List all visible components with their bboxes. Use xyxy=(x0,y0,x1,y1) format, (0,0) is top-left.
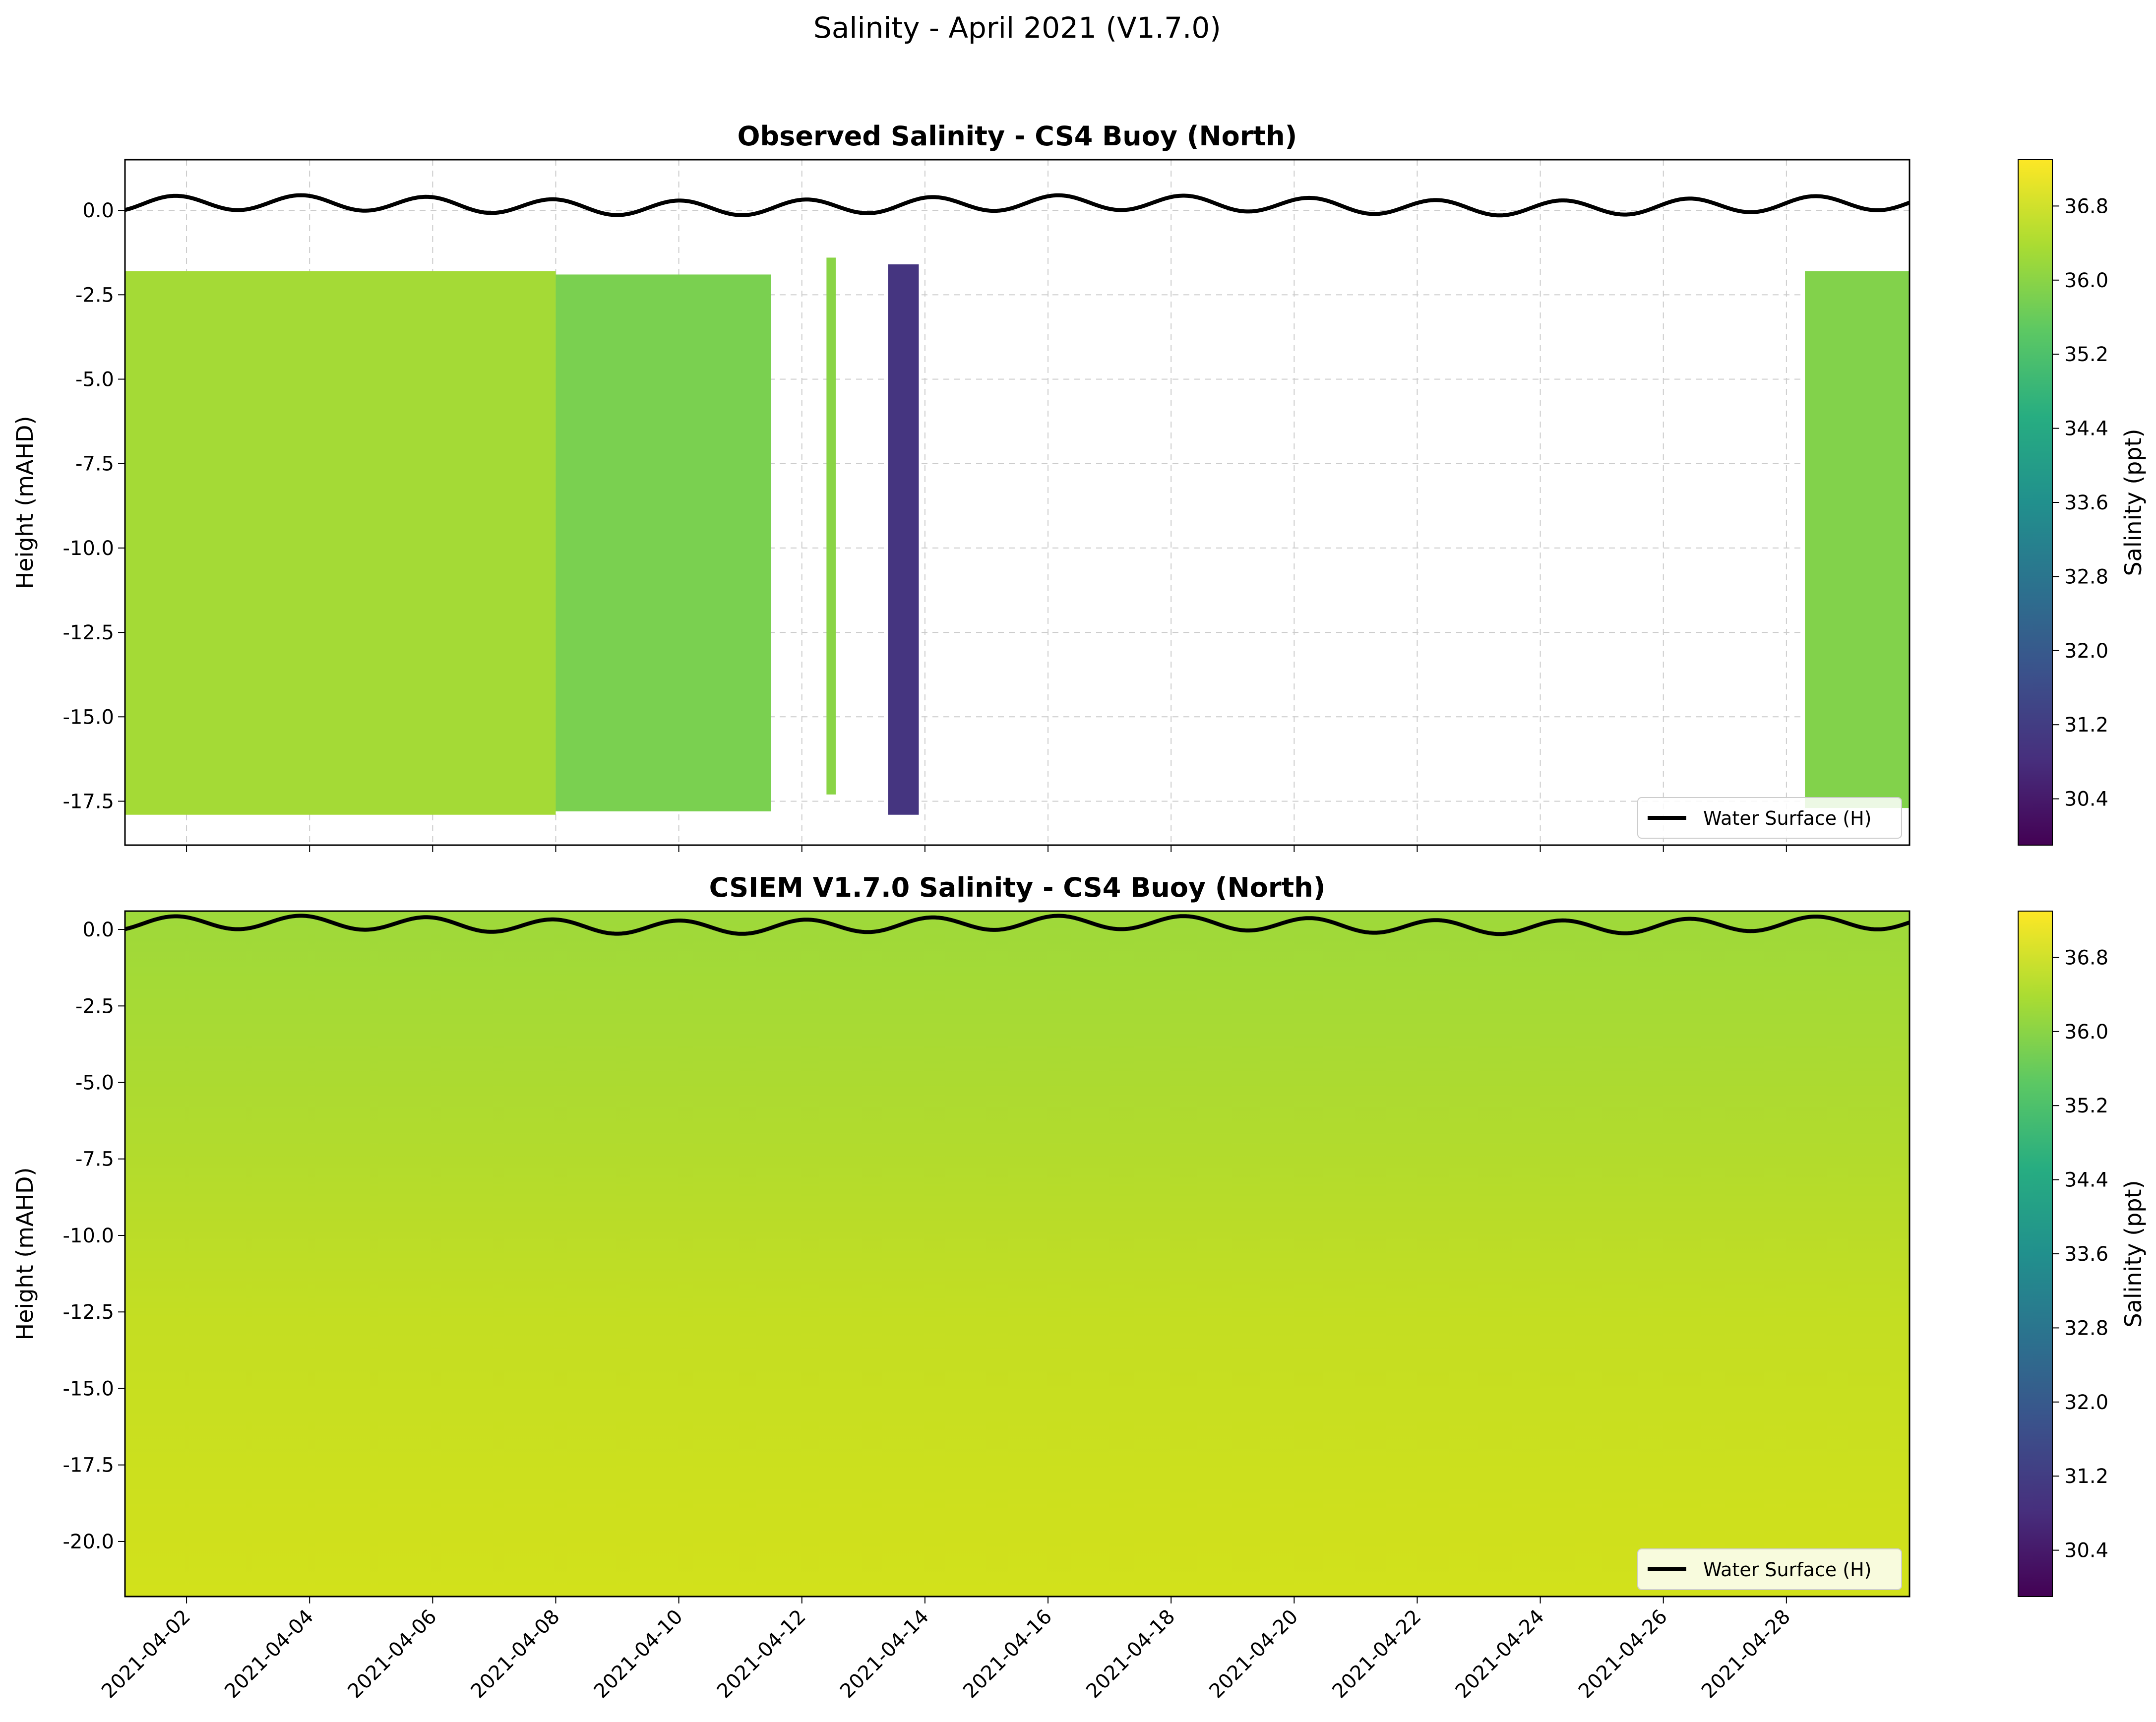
colorbar-tick-label: 36.0 xyxy=(2064,269,2108,292)
observed-axes-frame xyxy=(124,159,1910,846)
model-y-tick-label: -7.5 xyxy=(75,1148,114,1171)
model-x-tick-label: 2021-04-24 xyxy=(1451,1605,1549,1703)
colorbar-tick-label: 33.6 xyxy=(2064,492,2108,514)
colorbar-tick-label: 32.0 xyxy=(2064,640,2108,663)
model-legend: Water Surface (H) xyxy=(1637,1548,1902,1590)
colorbar-tick-label: 30.4 xyxy=(2064,1539,2108,1562)
model-legend-box xyxy=(1637,1548,1902,1590)
model-x-tick-label: 2021-04-20 xyxy=(1205,1605,1302,1703)
model-y-tick-label: -10.0 xyxy=(63,1225,115,1247)
observed-y-axis-label: Height (mAHD) xyxy=(11,416,38,589)
observed-surface-line xyxy=(125,193,1910,218)
colorbar-tick-label: 31.2 xyxy=(2064,714,2108,737)
model-x-tick-label: 2021-04-12 xyxy=(713,1605,810,1703)
observed-legend: Water Surface (H) xyxy=(1637,797,1902,839)
observed-salinity-segment xyxy=(125,271,556,815)
model-panel: CSIEM V1.7.0 Salinity - CS4 Buoy (North)… xyxy=(11,872,2147,1703)
model-data xyxy=(125,911,1910,1597)
colorbar-tick-label: 35.2 xyxy=(2064,343,2108,366)
colorbar-tick-label: 35.2 xyxy=(2064,1095,2108,1117)
observed-panel-title: Observed Salinity - CS4 Buoy (North) xyxy=(738,121,1297,152)
model-panel-title: CSIEM V1.7.0 Salinity - CS4 Buoy (North) xyxy=(709,872,1326,903)
colorbar-tick-label: 33.6 xyxy=(2064,1243,2108,1266)
model-x-tick-label: 2021-04-22 xyxy=(1328,1605,1426,1703)
model-y-tick-label: -12.5 xyxy=(63,1301,115,1324)
model-salinity-field xyxy=(125,911,1910,1597)
model-x-ticks: 2021-04-02 2021-04-04 2021-04-06 2021-04-08… xyxy=(97,1597,1795,1703)
model-y-tick-label: -2.5 xyxy=(75,995,114,1018)
figure-title: Salinity - April 2021 (V1.7.0) xyxy=(813,11,1221,45)
observed-colorbar-ticks: 30.4 31.2 32.0 32.8 33.6 34.4 35.2 36.0 36.8 xyxy=(2052,195,2108,811)
model-colorbar-label: Salinity (ppt) xyxy=(2120,1180,2147,1327)
observed-y-tick-label: -2.5 xyxy=(75,284,114,307)
observed-legend-label: Water Surface (H) xyxy=(1703,807,1871,829)
model-colorbar: 30.4 31.2 32.0 32.8 33.6 34.4 35.2 36.0 36.8 Sal… xyxy=(2018,911,2147,1597)
observed-y-tick-label: 0.0 xyxy=(82,199,114,222)
colorbar-tick-label: 32.8 xyxy=(2064,565,2108,588)
observed-salinity-segment xyxy=(888,264,919,815)
model-x-tick-label: 2021-04-10 xyxy=(590,1605,687,1703)
model-y-tick-label: 0.0 xyxy=(82,919,114,941)
model-colorbar-bar xyxy=(2018,911,2053,1597)
model-y-ticks: 0.0 -2.5 -5.0 -7.5 -10.0 -12.5 -15.0 -17.5 -20.0 xyxy=(63,919,125,1553)
observed-colorbar: 30.4 31.2 32.0 32.8 33.6 34.4 35.2 36.0 36.8 Sal… xyxy=(2018,159,2147,846)
observed-y-tick-label: -7.5 xyxy=(75,453,114,476)
model-water-surface xyxy=(125,914,1910,936)
observed-y-tick-label: -17.5 xyxy=(63,790,115,813)
model-y-tick-label: -20.0 xyxy=(63,1531,115,1553)
model-x-tick-label: 2021-04-26 xyxy=(1574,1605,1672,1703)
model-legend-label: Water Surface (H) xyxy=(1703,1559,1871,1581)
observed-y-tick-label: -5.0 xyxy=(75,369,114,391)
colorbar-tick-label: 31.2 xyxy=(2064,1465,2108,1488)
observed-x-ticks xyxy=(186,845,1787,852)
model-axes-frame xyxy=(124,910,1910,1598)
colorbar-tick-label: 36.8 xyxy=(2064,195,2108,218)
observed-colorbar-label: Salinity (ppt) xyxy=(2120,429,2147,576)
model-x-tick-label: 2021-04-06 xyxy=(344,1605,441,1703)
model-x-tick-label: 2021-04-18 xyxy=(1082,1605,1179,1703)
model-x-tick-label: 2021-04-14 xyxy=(836,1605,933,1703)
observed-y-tick-label: -12.5 xyxy=(63,621,115,644)
colorbar-tick-label: 34.4 xyxy=(2064,1169,2108,1192)
observed-y-tick-label: -10.0 xyxy=(63,537,115,560)
colorbar-tick-label: 36.8 xyxy=(2064,946,2108,969)
model-x-tick-label: 2021-04-16 xyxy=(959,1605,1056,1703)
model-colorbar-ticks: 30.4 31.2 32.0 32.8 33.6 34.4 35.2 36.0 36.8 xyxy=(2052,946,2108,1562)
colorbar-tick-label: 30.4 xyxy=(2064,788,2108,811)
model-y-tick-label: -15.0 xyxy=(63,1377,115,1400)
observed-water-surface xyxy=(125,193,1910,218)
observed-y-ticks: 0.0 -2.5 -5.0 -7.5 -10.0 -12.5 -15.0 -17.5 xyxy=(63,199,125,813)
observed-legend-box xyxy=(1637,797,1902,839)
observed-salinity-segment xyxy=(826,257,836,795)
model-x-tick-label: 2021-04-08 xyxy=(467,1605,564,1703)
model-x-tick-label: 2021-04-02 xyxy=(97,1605,195,1703)
observed-colorbar-bar xyxy=(2018,159,2053,846)
model-surface-line xyxy=(125,914,1910,936)
observed-y-tick-label: -15.0 xyxy=(63,706,115,729)
model-y-tick-label: -17.5 xyxy=(63,1454,115,1477)
colorbar-tick-label: 34.4 xyxy=(2064,418,2108,440)
colorbar-tick-label: 32.8 xyxy=(2064,1317,2108,1340)
model-x-tick-label: 2021-04-04 xyxy=(220,1605,318,1703)
model-y-tick-label: -5.0 xyxy=(75,1072,114,1095)
observed-salinity-segment xyxy=(555,274,771,811)
observed-panel: Observed Salinity - CS4 Buoy (North) 0.0… xyxy=(11,121,2147,852)
model-y-axis-label: Height (mAHD) xyxy=(11,1168,38,1341)
colorbar-tick-label: 36.0 xyxy=(2064,1021,2108,1044)
observed-data xyxy=(125,257,1910,815)
model-x-tick-label: 2021-04-28 xyxy=(1697,1605,1795,1703)
colorbar-tick-label: 32.0 xyxy=(2064,1391,2108,1414)
observed-salinity-segment xyxy=(1805,271,1910,808)
